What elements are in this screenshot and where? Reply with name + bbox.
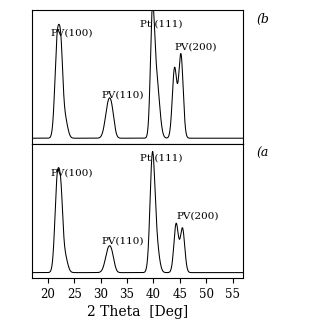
Text: PV(200): PV(200) — [176, 212, 219, 220]
Text: (b: (b — [256, 13, 269, 26]
Text: Pt (111): Pt (111) — [140, 154, 183, 163]
Text: PV(200): PV(200) — [175, 42, 217, 51]
Text: PV(110): PV(110) — [102, 91, 144, 100]
X-axis label: 2 Theta  [Deg]: 2 Theta [Deg] — [87, 305, 188, 319]
Text: PV(100): PV(100) — [51, 169, 93, 178]
Text: Pt (111): Pt (111) — [140, 19, 183, 28]
Text: PV(110): PV(110) — [102, 237, 144, 246]
Text: PV(100): PV(100) — [51, 28, 93, 37]
Text: (a: (a — [256, 147, 268, 160]
